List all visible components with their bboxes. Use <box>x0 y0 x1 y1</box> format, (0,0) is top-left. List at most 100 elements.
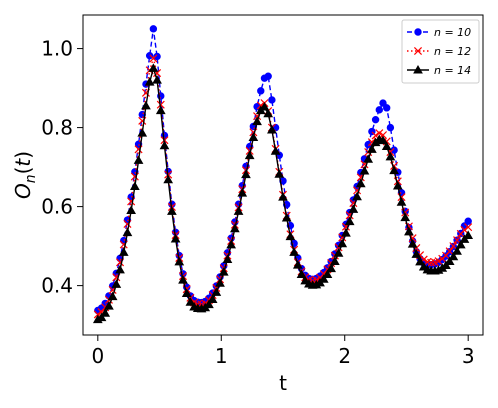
data-point <box>383 104 391 112</box>
data-point <box>252 116 262 126</box>
data-point <box>174 256 185 266</box>
legend-label: n = 12 <box>434 45 471 58</box>
data-point <box>204 299 214 309</box>
data-point <box>463 230 474 239</box>
data-point <box>153 52 161 61</box>
data-point <box>292 260 303 269</box>
data-point <box>129 181 140 190</box>
data-point <box>341 228 351 237</box>
data-point <box>185 297 196 306</box>
data-point <box>181 288 192 298</box>
y-axis-label: On(t) <box>11 151 39 199</box>
legend: n = 10 n = 12 n = 14 <box>401 19 480 84</box>
data-point <box>152 75 162 84</box>
data-point <box>259 102 270 111</box>
plot-frame <box>82 14 484 336</box>
y-tick-label: 1.0 <box>41 37 73 61</box>
data-point <box>352 191 362 201</box>
y-tick-label: 0.8 <box>41 116 73 140</box>
data-point <box>207 294 218 303</box>
data-point <box>241 169 251 179</box>
data-point <box>348 204 359 213</box>
data-point <box>137 128 148 137</box>
data-point <box>322 269 333 279</box>
x-tick-label: 1 <box>215 344 228 368</box>
data-point <box>257 87 265 95</box>
legend-marker <box>413 64 423 74</box>
data-point <box>378 135 388 145</box>
data-point <box>448 251 459 261</box>
data-point <box>211 287 222 296</box>
data-point <box>385 151 396 161</box>
data-point <box>460 225 469 234</box>
data-point <box>218 267 229 276</box>
data-point <box>379 99 387 107</box>
data-point <box>355 178 366 188</box>
data-point <box>111 279 122 288</box>
data-point <box>326 263 337 273</box>
data-point <box>133 155 144 164</box>
series-2 <box>93 54 473 319</box>
data-point <box>400 212 411 222</box>
data-point <box>289 247 299 256</box>
data-point <box>445 247 454 256</box>
data-point <box>226 239 237 249</box>
data-point <box>363 154 374 163</box>
ticks-layer: 0 1 2 3 0.4 0.6 0.8 1.0 <box>41 37 474 368</box>
data-point <box>407 239 418 248</box>
data-point <box>215 278 225 287</box>
data-point <box>115 264 125 274</box>
data-point <box>359 166 370 175</box>
data-point <box>464 217 472 225</box>
data-point <box>434 257 443 266</box>
data-point <box>411 249 422 258</box>
data-point <box>278 192 288 201</box>
data-point <box>455 239 466 249</box>
data-point <box>375 129 384 138</box>
data-point <box>396 197 407 206</box>
legend-item: n = 14 <box>407 64 471 77</box>
data-point <box>449 242 458 251</box>
data-point <box>270 146 281 155</box>
data-point <box>122 227 133 237</box>
data-point <box>381 141 392 151</box>
series-layer <box>92 25 474 324</box>
series-3 <box>92 63 474 324</box>
data-point <box>367 144 377 153</box>
data-point <box>148 63 159 72</box>
x-tick-label: 0 <box>91 344 104 368</box>
data-point <box>263 108 274 118</box>
data-point <box>444 256 455 266</box>
data-point <box>390 146 398 154</box>
data-point <box>389 165 399 175</box>
data-point <box>107 291 118 301</box>
data-point <box>274 169 285 178</box>
data-point <box>159 140 170 150</box>
data-point <box>118 247 129 256</box>
legend-item: n = 10 <box>407 26 471 39</box>
data-point <box>145 51 154 60</box>
data-point <box>233 206 244 215</box>
data-point <box>337 238 348 248</box>
data-point <box>141 100 151 110</box>
data-point <box>178 275 188 284</box>
data-point <box>329 256 340 266</box>
legend-box <box>401 19 480 84</box>
data-point <box>371 115 380 124</box>
legend-label: n = 10 <box>434 26 471 39</box>
data-point <box>386 123 395 132</box>
x-axis-label: t <box>279 371 287 395</box>
legend-label: n = 14 <box>434 64 471 77</box>
data-point <box>296 269 307 279</box>
data-point <box>268 96 276 104</box>
data-point <box>344 216 355 226</box>
data-point <box>96 312 107 322</box>
data-point <box>126 205 137 215</box>
data-point <box>155 105 166 115</box>
data-point <box>167 206 177 215</box>
data-point <box>170 233 181 243</box>
data-point <box>237 188 248 197</box>
series-line <box>97 55 469 316</box>
y-tick-label: 0.6 <box>41 195 73 219</box>
